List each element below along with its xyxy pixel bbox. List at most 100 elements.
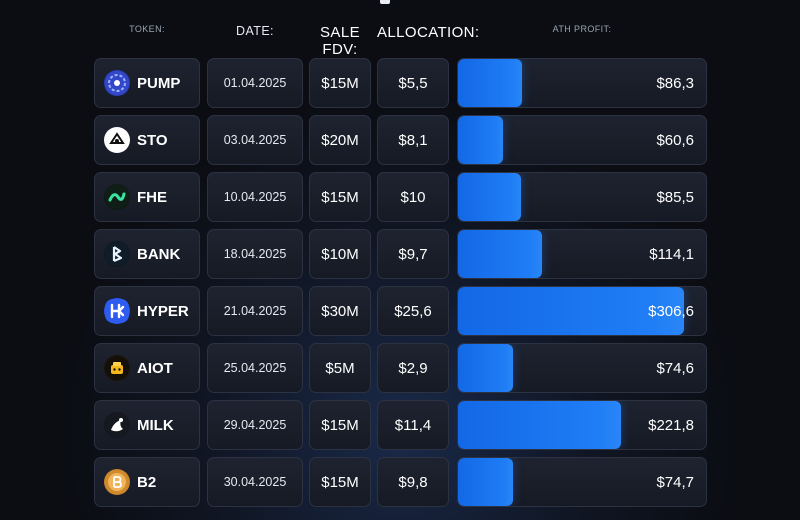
date-cell: 30.04.2025 xyxy=(207,457,303,507)
allocation-value: $10 xyxy=(400,188,426,206)
allocation-value: $5,5 xyxy=(398,74,428,92)
token-date: 25.04.2025 xyxy=(223,361,287,375)
date-cell: 21.04.2025 xyxy=(207,286,303,336)
table-row: MILK 29.04.2025 $15M $11,4 $221,8 xyxy=(0,400,800,450)
table-row: STO 03.04.2025 $20M $8,1 $60,6 xyxy=(0,115,800,165)
header-ath-profit: ATH PROFIT: xyxy=(552,24,612,34)
profit-value: $85,5 xyxy=(656,188,694,206)
token-cell: BANK xyxy=(94,229,200,279)
allocation-value: $2,9 xyxy=(398,359,428,377)
profit-value: $74,7 xyxy=(656,473,694,491)
profit-bar xyxy=(458,344,513,392)
bank-logo-icon xyxy=(104,241,130,267)
allocation-value: $8,1 xyxy=(398,131,428,149)
allocation-value: $9,8 xyxy=(398,473,428,491)
pump-logo-icon xyxy=(104,70,130,96)
token-cell: MILK xyxy=(94,400,200,450)
profit-bar xyxy=(458,401,621,449)
token-symbol: BANK xyxy=(137,245,181,263)
sale-fdv-value: $20M xyxy=(321,131,359,149)
token-symbol: HYPER xyxy=(137,302,189,320)
profit-bar xyxy=(458,458,513,506)
fdv-cell: $15M xyxy=(309,172,371,222)
profit-value: $60,6 xyxy=(656,131,694,149)
date-cell: 18.04.2025 xyxy=(207,229,303,279)
title-fragment xyxy=(380,0,390,4)
token-date: 03.04.2025 xyxy=(223,133,287,147)
milk-logo-icon xyxy=(104,412,130,438)
profit-cell: $114,1 xyxy=(457,229,707,279)
token-cell: PUMP xyxy=(94,58,200,108)
token-date: 18.04.2025 xyxy=(223,247,287,261)
allocation-cell: $9,8 xyxy=(377,457,449,507)
hyper-logo-icon xyxy=(104,298,130,324)
b2-logo-icon xyxy=(104,469,130,495)
profit-bar xyxy=(458,287,684,335)
table-row: BANK 18.04.2025 $10M $9,7 $114,1 xyxy=(0,229,800,279)
fdv-cell: $20M xyxy=(309,115,371,165)
profit-bar xyxy=(458,230,542,278)
token-symbol: PUMP xyxy=(137,74,181,92)
sto-logo-icon xyxy=(104,127,130,153)
profit-bar xyxy=(458,59,522,107)
date-cell: 29.04.2025 xyxy=(207,400,303,450)
profit-cell: $60,6 xyxy=(457,115,707,165)
allocation-cell: $8,1 xyxy=(377,115,449,165)
date-cell: 03.04.2025 xyxy=(207,115,303,165)
fdv-cell: $15M xyxy=(309,58,371,108)
date-cell: 10.04.2025 xyxy=(207,172,303,222)
table-row: FHE 10.04.2025 $15M $10 $85,5 xyxy=(0,172,800,222)
allocation-cell: $11,4 xyxy=(377,400,449,450)
profit-value: $221,8 xyxy=(648,416,694,434)
header-date: DATE: xyxy=(236,24,274,38)
token-date: 29.04.2025 xyxy=(223,418,287,432)
sale-fdv-value: $15M xyxy=(321,473,359,491)
profit-cell: $86,3 xyxy=(457,58,707,108)
fdv-cell: $30M xyxy=(309,286,371,336)
profit-value: $86,3 xyxy=(656,74,694,92)
token-symbol: AIOT xyxy=(137,359,173,377)
date-cell: 25.04.2025 xyxy=(207,343,303,393)
aiot-logo-icon xyxy=(104,355,130,381)
header-sale-fdv: SALE FDV: xyxy=(320,24,360,58)
table-row: HYPER 21.04.2025 $30M $25,6 $306,6 xyxy=(0,286,800,336)
allocation-cell: $25,6 xyxy=(377,286,449,336)
profit-cell: $306,6 xyxy=(457,286,707,336)
table-row: AIOT 25.04.2025 $5M $2,9 $74,6 xyxy=(0,343,800,393)
token-cell: STO xyxy=(94,115,200,165)
table-row: B2 30.04.2025 $15M $9,8 $74,7 xyxy=(0,457,800,507)
allocation-cell: $5,5 xyxy=(377,58,449,108)
sale-fdv-value: $15M xyxy=(321,74,359,92)
token-symbol: FHE xyxy=(137,188,167,206)
sale-fdv-value: $15M xyxy=(321,416,359,434)
profit-cell: $221,8 xyxy=(457,400,707,450)
profit-cell: $74,7 xyxy=(457,457,707,507)
header-token: TOKEN: xyxy=(129,24,165,34)
allocation-value: $11,4 xyxy=(394,416,432,434)
allocation-value: $9,7 xyxy=(398,245,428,263)
profit-cell: $74,6 xyxy=(457,343,707,393)
sale-fdv-value: $30M xyxy=(321,302,359,320)
sale-fdv-value: $15M xyxy=(321,188,359,206)
date-cell: 01.04.2025 xyxy=(207,58,303,108)
token-date: 01.04.2025 xyxy=(223,76,287,90)
token-symbol: STO xyxy=(137,131,168,149)
allocation-cell: $10 xyxy=(377,172,449,222)
profit-value: $74,6 xyxy=(656,359,694,377)
sale-fdv-value: $10M xyxy=(321,245,359,263)
fdv-cell: $15M xyxy=(309,457,371,507)
token-date: 30.04.2025 xyxy=(223,475,287,489)
profit-value: $306,6 xyxy=(648,302,694,320)
profit-value: $114,1 xyxy=(649,245,694,263)
sale-fdv-value: $5M xyxy=(325,359,355,377)
token-cell: FHE xyxy=(94,172,200,222)
fdv-cell: $15M xyxy=(309,400,371,450)
fdv-cell: $5M xyxy=(309,343,371,393)
profit-bar xyxy=(458,116,503,164)
token-date: 21.04.2025 xyxy=(223,304,287,318)
token-symbol: B2 xyxy=(137,473,157,491)
fhe-logo-icon xyxy=(104,184,130,210)
token-symbol: MILK xyxy=(137,416,174,434)
token-cell: B2 xyxy=(94,457,200,507)
allocation-cell: $2,9 xyxy=(377,343,449,393)
